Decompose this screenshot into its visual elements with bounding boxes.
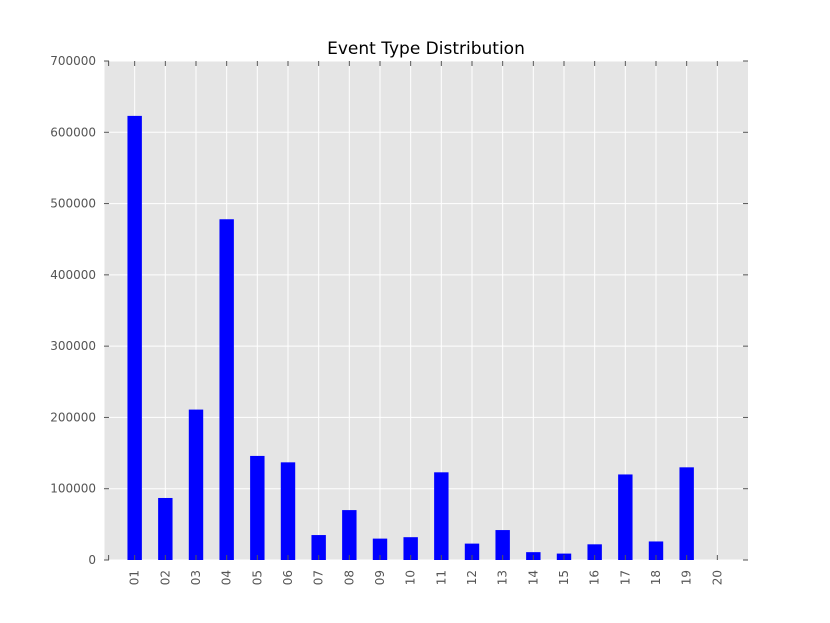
x-tick-label: 01: [128, 570, 142, 585]
y-tick-label: 700000: [50, 54, 96, 68]
x-tick-label: 18: [649, 570, 663, 585]
chart-title: Event Type Distribution: [327, 39, 525, 59]
bar: [219, 219, 234, 561]
x-tick-label: 08: [342, 570, 356, 585]
x-tick-label: 12: [465, 570, 479, 585]
bar: [188, 409, 204, 560]
x-tick-label: 03: [189, 570, 203, 585]
y-tick-label: 200000: [50, 410, 96, 424]
x-tick-label: 17: [618, 570, 632, 585]
x-tick-label: 07: [312, 570, 326, 585]
y-tick-label: 300000: [50, 339, 96, 353]
tick-labels: 0 100000 200000 300000 400000 500000 600000 700…: [50, 54, 724, 585]
bar: [250, 455, 265, 560]
y-tick-label: 500000: [50, 197, 96, 211]
bar: [434, 472, 449, 560]
bar: [342, 510, 357, 560]
x-tick-label: 13: [496, 570, 510, 585]
axis-ticks: [104, 60, 748, 561]
x-tick-label: 06: [281, 570, 295, 585]
y-tick-label: 100000: [50, 482, 96, 496]
bar: [679, 467, 694, 560]
x-tick-label: 11: [434, 570, 448, 585]
x-tick-label: 02: [158, 570, 172, 585]
bar: [618, 474, 633, 560]
bar: [158, 497, 173, 560]
y-tick-label: 400000: [50, 268, 96, 282]
bar: [587, 544, 602, 560]
y-tick-label: 600000: [50, 125, 96, 139]
x-tick-label: 04: [220, 570, 234, 585]
bar: [648, 541, 664, 560]
y-tick-label: 0: [88, 553, 96, 567]
x-tick-label: 20: [710, 570, 724, 585]
bar: [280, 462, 296, 560]
bars: [127, 115, 694, 561]
x-tick-label: 14: [526, 570, 540, 585]
x-tick-label: 15: [557, 570, 571, 585]
x-tick-label: 05: [250, 570, 264, 585]
bar: [372, 538, 388, 560]
x-tick-label: 16: [588, 570, 602, 585]
bar: [127, 115, 142, 560]
bar: [495, 530, 510, 560]
bar: [403, 537, 418, 560]
x-tick-label: 19: [680, 570, 694, 585]
x-tick-label: 09: [373, 570, 387, 585]
bar: [311, 535, 326, 560]
plot-area: [104, 61, 748, 560]
x-tick-label: 10: [404, 570, 418, 585]
bar: [464, 543, 480, 560]
